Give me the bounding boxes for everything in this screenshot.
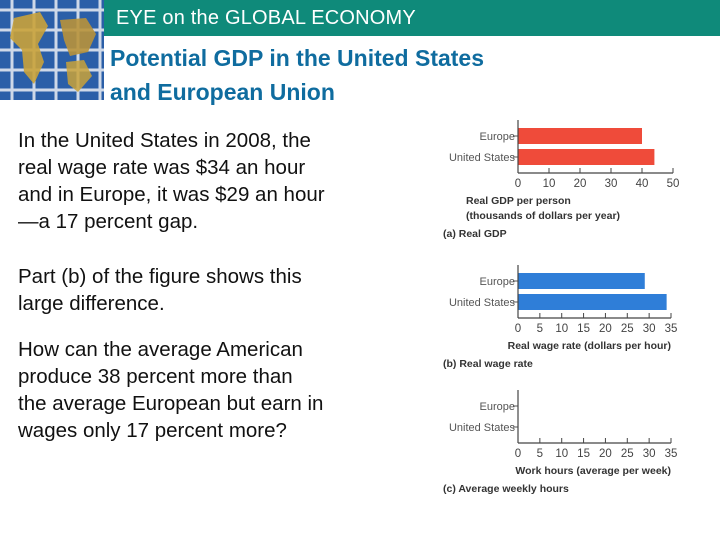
- paragraph-line: and in Europe, it was $29 an hour: [18, 183, 325, 206]
- x-tick-label: 35: [665, 448, 678, 460]
- x-tick-label: 20: [574, 178, 587, 190]
- bar-united-states: [518, 149, 655, 165]
- paragraph-line: In the United States in 2008, the: [18, 129, 311, 152]
- paragraph-line: Part (b) of the figure shows this: [18, 265, 302, 288]
- x-tick-label: 0: [515, 178, 521, 190]
- paragraph-line: produce 38 percent more than: [18, 365, 293, 388]
- category-label: United States: [449, 152, 516, 164]
- x-tick-label: 5: [537, 323, 543, 335]
- paragraph-3: How can the average American produce 38 …: [18, 336, 390, 444]
- chart-caption: (a) Real GDP: [443, 228, 507, 240]
- globe-icon: [0, 0, 104, 100]
- slide-title-line-2: and European Union: [110, 79, 335, 105]
- x-tick-label: 15: [577, 323, 590, 335]
- x-tick-label: 30: [643, 448, 656, 460]
- x-tick-label: 30: [605, 178, 618, 190]
- x-tick-label: 0: [515, 323, 521, 335]
- x-tick-label: 25: [621, 323, 634, 335]
- paragraph-line: —a 17 percent gap.: [18, 210, 199, 233]
- category-label: Europe: [480, 401, 515, 413]
- x-tick-label: 15: [577, 448, 590, 460]
- x-tick-label: 10: [555, 323, 568, 335]
- x-tick-label: 0: [515, 448, 521, 460]
- category-label: United States: [449, 297, 516, 309]
- header-title: EYE on the GLOBAL ECONOMY: [116, 7, 416, 29]
- paragraph-2: Part (b) of the figure shows this large …: [18, 263, 390, 317]
- bar-united-states: [518, 294, 667, 310]
- paragraph-line: the average European but earn in: [18, 392, 324, 415]
- x-tick-label: 10: [555, 448, 568, 460]
- x-axis-label: (thousands of dollars per year): [466, 210, 620, 222]
- x-axis-label: Real GDP per person: [466, 195, 571, 207]
- category-label: United States: [449, 422, 516, 434]
- paragraph-line: large difference.: [18, 292, 165, 315]
- paragraph-line: How can the average American: [18, 338, 303, 361]
- x-tick-label: 5: [537, 448, 543, 460]
- x-tick-label: 10: [543, 178, 556, 190]
- x-tick-label: 40: [636, 178, 649, 190]
- x-tick-label: 20: [599, 323, 612, 335]
- x-tick-label: 25: [621, 448, 634, 460]
- header-bar: [0, 0, 720, 36]
- chart-caption: (b) Real wage rate: [443, 358, 533, 370]
- paragraph-line: wages only 17 percent more?: [18, 419, 287, 442]
- x-tick-label: 35: [665, 323, 678, 335]
- slide-title-line-1: Potential GDP in the United States: [110, 45, 485, 71]
- paragraph-line: real wage rate was $34 an hour: [18, 156, 306, 179]
- chart-caption: (c) Average weekly hours: [443, 483, 569, 495]
- x-tick-label: 30: [643, 323, 656, 335]
- bar-europe: [518, 273, 645, 289]
- bar-europe: [518, 128, 642, 144]
- x-tick-label: 50: [667, 178, 680, 190]
- x-axis-label: Real wage rate (dollars per hour): [508, 340, 671, 352]
- category-label: Europe: [480, 276, 515, 288]
- x-tick-label: 20: [599, 448, 612, 460]
- category-label: Europe: [480, 131, 515, 143]
- x-axis-label: Work hours (average per week): [515, 465, 671, 477]
- paragraph-1: In the United States in 2008, the real w…: [18, 127, 390, 235]
